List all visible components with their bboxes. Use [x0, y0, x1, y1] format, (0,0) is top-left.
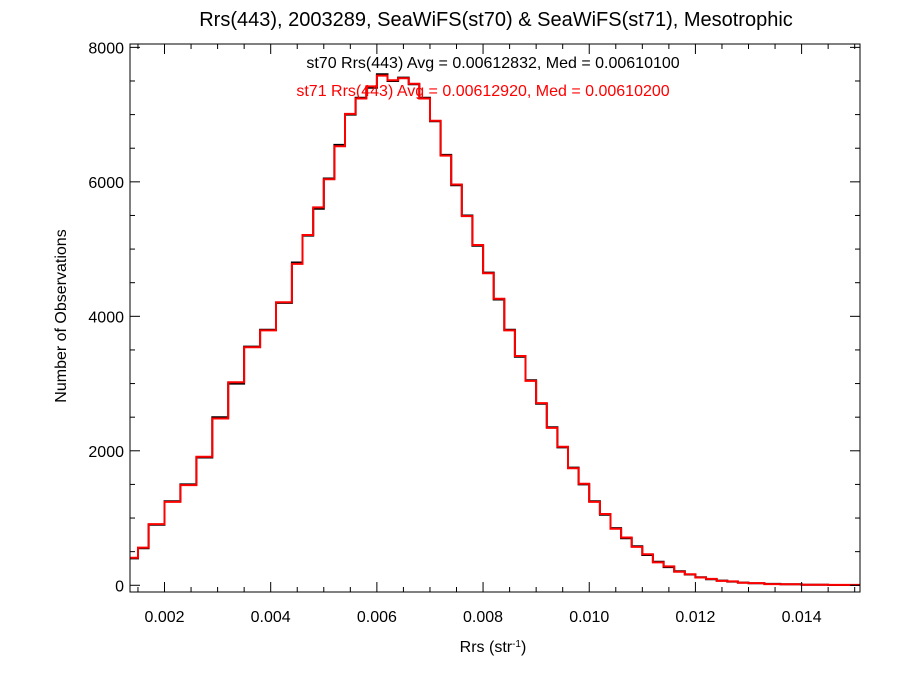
x-tick-label: 0.010 [569, 609, 609, 626]
x-tick-label: 0.002 [144, 609, 184, 626]
x-tick-label: 0.008 [463, 609, 503, 626]
x-tick-label: 0.004 [251, 609, 291, 626]
x-tick-label: 0.014 [782, 609, 822, 626]
y-axis-label: Number of Observations [53, 229, 70, 402]
annotation-st70: st70 Rrs(443) Avg = 0.00612832, Med = 0.… [306, 55, 679, 72]
x-axis-label: Rrs (str-1) [460, 639, 527, 657]
series-line-st70 [130, 73, 860, 586]
chart-title: Rrs(443), 2003289, SeaWiFS(st70) & SeaWi… [199, 9, 793, 31]
y-tick-label: 4000 [88, 309, 124, 326]
series-line-st71 [130, 74, 860, 586]
plot-frame [129, 43, 861, 593]
annotation-st71: st71 Rrs(443) Avg = 0.00612920, Med = 0.… [296, 83, 669, 100]
y-tick-label: 2000 [88, 444, 124, 461]
x-tick-label: 0.006 [357, 609, 397, 626]
y-tick-label: 8000 [88, 40, 124, 57]
y-tick-label: 0 [115, 578, 124, 595]
y-tick-label: 6000 [88, 175, 124, 192]
x-axis-label-superscript: -1 [512, 639, 521, 650]
x-tick-label: 0.012 [675, 609, 715, 626]
